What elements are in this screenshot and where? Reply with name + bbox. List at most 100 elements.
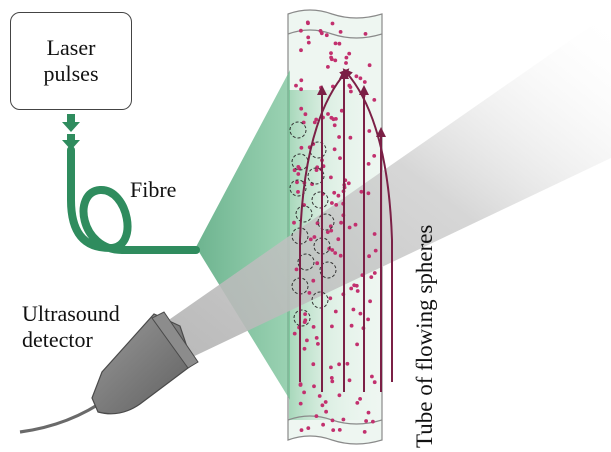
sphere xyxy=(332,147,337,152)
sphere xyxy=(337,135,341,139)
sphere xyxy=(330,324,334,329)
flowing-spheres xyxy=(292,20,378,434)
sphere xyxy=(337,362,341,367)
sphere xyxy=(366,410,371,415)
sphere xyxy=(349,89,353,94)
fibre xyxy=(67,146,200,254)
sphere xyxy=(324,33,329,38)
sphere xyxy=(329,55,333,60)
sphere xyxy=(362,80,367,84)
sphere xyxy=(308,237,313,242)
sphere xyxy=(329,228,334,233)
sphere xyxy=(312,120,317,125)
sphere xyxy=(368,299,372,304)
sphere xyxy=(345,361,350,366)
sphere xyxy=(372,232,377,236)
sphere xyxy=(299,87,303,92)
fibre-label: Fibre xyxy=(130,177,177,202)
sphere xyxy=(344,55,349,60)
tube-label: Tube of flowing spheres xyxy=(412,224,437,448)
sphere xyxy=(296,190,300,194)
sphere xyxy=(332,190,337,195)
sphere xyxy=(299,428,304,432)
sphere xyxy=(372,380,377,385)
sphere xyxy=(330,379,335,384)
sphere xyxy=(346,181,351,186)
sphere xyxy=(359,189,364,194)
acoustic-wave-ring xyxy=(309,141,327,159)
sphere xyxy=(314,414,319,418)
sphere xyxy=(363,32,368,36)
sphere xyxy=(312,384,316,389)
sphere xyxy=(296,165,301,169)
sphere xyxy=(369,275,374,279)
detector-label-line2: detector xyxy=(22,327,93,352)
sphere xyxy=(292,220,296,225)
sphere xyxy=(298,383,303,387)
sphere xyxy=(328,296,333,301)
sphere xyxy=(362,430,367,434)
flow-arrow-left-outer xyxy=(299,68,350,382)
sphere xyxy=(333,309,338,314)
sphere xyxy=(306,40,311,45)
sphere xyxy=(323,400,328,404)
sphere xyxy=(347,51,352,56)
sphere xyxy=(315,261,320,266)
sphere xyxy=(364,419,368,423)
sphere xyxy=(330,418,335,423)
acoustic-wave-ring xyxy=(295,205,313,223)
sphere xyxy=(330,201,334,205)
sphere xyxy=(373,248,378,253)
sphere xyxy=(312,235,317,239)
sphere xyxy=(347,225,352,230)
acoustic-wave-ring xyxy=(317,213,335,231)
sphere xyxy=(348,135,353,140)
sphere xyxy=(372,98,377,102)
acoustic-wave-ring xyxy=(289,179,307,197)
sphere xyxy=(366,191,371,196)
sphere xyxy=(302,390,306,395)
sphere xyxy=(303,318,308,323)
sphere xyxy=(292,331,297,336)
sphere xyxy=(372,154,377,158)
sphere xyxy=(305,338,309,343)
sphere xyxy=(299,48,303,53)
sphere xyxy=(303,312,307,316)
sphere xyxy=(296,172,301,176)
sphere xyxy=(331,117,336,122)
sphere xyxy=(330,21,335,26)
sphere xyxy=(336,237,341,242)
sphere xyxy=(298,401,303,406)
acoustic-wave-ring xyxy=(311,291,329,309)
sphere xyxy=(329,365,333,370)
sphere xyxy=(366,317,370,322)
sphere xyxy=(355,289,360,293)
sphere xyxy=(292,168,297,173)
sphere xyxy=(347,378,352,383)
sphere xyxy=(372,271,377,275)
laser-illumination-beam xyxy=(196,70,290,400)
sphere xyxy=(349,323,354,328)
sphere xyxy=(349,286,354,291)
detector-label-line1: Ultrasound xyxy=(22,301,120,326)
sphere xyxy=(319,31,324,36)
sphere xyxy=(299,145,304,150)
sphere xyxy=(325,230,330,235)
sphere xyxy=(299,28,303,33)
sphere xyxy=(319,85,323,90)
sphere xyxy=(338,30,343,34)
sphere xyxy=(354,74,359,79)
acoustic-wave-ring xyxy=(307,167,325,185)
sphere xyxy=(306,426,311,430)
sphere xyxy=(314,336,319,340)
sphere xyxy=(321,422,325,427)
sphere xyxy=(307,291,312,295)
sphere xyxy=(336,193,341,198)
acoustic-wave-ring xyxy=(289,121,307,139)
sphere xyxy=(351,307,356,312)
sphere xyxy=(329,376,334,380)
ultrasound-detector xyxy=(91,311,199,415)
sphere xyxy=(337,41,342,46)
sphere xyxy=(358,311,363,316)
